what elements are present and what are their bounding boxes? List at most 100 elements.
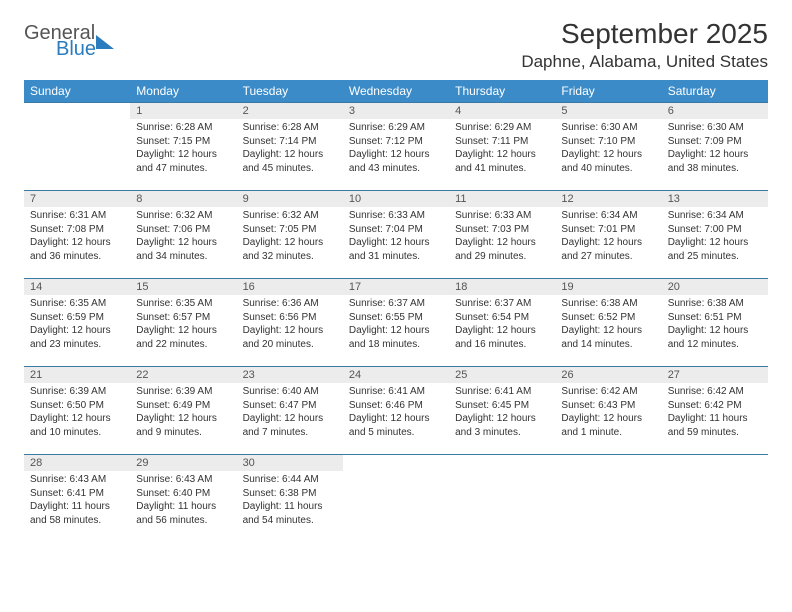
calendar-row: 21Sunrise: 6:39 AMSunset: 6:50 PMDayligh… (24, 367, 768, 455)
day-details: Sunrise: 6:39 AMSunset: 6:49 PMDaylight:… (130, 383, 236, 443)
brand-triangle-icon (96, 35, 114, 49)
calendar-cell: 30Sunrise: 6:44 AMSunset: 6:38 PMDayligh… (237, 455, 343, 543)
day-number: 15 (130, 279, 236, 295)
day-number: 7 (24, 191, 130, 207)
day-details: Sunrise: 6:34 AMSunset: 7:01 PMDaylight:… (555, 207, 661, 267)
calendar-row: 28Sunrise: 6:43 AMSunset: 6:41 PMDayligh… (24, 455, 768, 543)
day-details: Sunrise: 6:29 AMSunset: 7:12 PMDaylight:… (343, 119, 449, 179)
weekday-header: Sunday (24, 80, 130, 103)
day-details: Sunrise: 6:43 AMSunset: 6:41 PMDaylight:… (24, 471, 130, 531)
calendar-cell: 15Sunrise: 6:35 AMSunset: 6:57 PMDayligh… (130, 279, 236, 367)
header: General Blue September 2025 Daphne, Alab… (24, 18, 768, 72)
weekday-header: Thursday (449, 80, 555, 103)
day-number: 9 (237, 191, 343, 207)
day-details: Sunrise: 6:32 AMSunset: 7:05 PMDaylight:… (237, 207, 343, 267)
day-number: 18 (449, 279, 555, 295)
day-details: Sunrise: 6:30 AMSunset: 7:09 PMDaylight:… (662, 119, 768, 179)
calendar-cell: 8Sunrise: 6:32 AMSunset: 7:06 PMDaylight… (130, 191, 236, 279)
day-details: Sunrise: 6:38 AMSunset: 6:52 PMDaylight:… (555, 295, 661, 355)
calendar-cell: 28Sunrise: 6:43 AMSunset: 6:41 PMDayligh… (24, 455, 130, 543)
calendar-cell: 24Sunrise: 6:41 AMSunset: 6:46 PMDayligh… (343, 367, 449, 455)
day-number: 22 (130, 367, 236, 383)
calendar-cell: 18Sunrise: 6:37 AMSunset: 6:54 PMDayligh… (449, 279, 555, 367)
calendar-row: 7Sunrise: 6:31 AMSunset: 7:08 PMDaylight… (24, 191, 768, 279)
calendar-cell: 29Sunrise: 6:43 AMSunset: 6:40 PMDayligh… (130, 455, 236, 543)
day-number: 12 (555, 191, 661, 207)
brand-logo: General Blue (24, 18, 114, 58)
calendar-cell: 25Sunrise: 6:41 AMSunset: 6:45 PMDayligh… (449, 367, 555, 455)
calendar-table: SundayMondayTuesdayWednesdayThursdayFrid… (24, 80, 768, 543)
day-details: Sunrise: 6:35 AMSunset: 6:59 PMDaylight:… (24, 295, 130, 355)
day-number: 2 (237, 103, 343, 119)
day-number: 13 (662, 191, 768, 207)
calendar-cell: 21Sunrise: 6:39 AMSunset: 6:50 PMDayligh… (24, 367, 130, 455)
day-details: Sunrise: 6:38 AMSunset: 6:51 PMDaylight:… (662, 295, 768, 355)
day-details: Sunrise: 6:28 AMSunset: 7:15 PMDaylight:… (130, 119, 236, 179)
weekday-header: Wednesday (343, 80, 449, 103)
day-number: 4 (449, 103, 555, 119)
day-number: 5 (555, 103, 661, 119)
calendar-cell (555, 455, 661, 543)
day-details: Sunrise: 6:39 AMSunset: 6:50 PMDaylight:… (24, 383, 130, 443)
calendar-cell: 26Sunrise: 6:42 AMSunset: 6:43 PMDayligh… (555, 367, 661, 455)
calendar-cell: 22Sunrise: 6:39 AMSunset: 6:49 PMDayligh… (130, 367, 236, 455)
calendar-cell: 23Sunrise: 6:40 AMSunset: 6:47 PMDayligh… (237, 367, 343, 455)
brand-line2: Blue (56, 40, 96, 58)
day-number: 29 (130, 455, 236, 471)
day-number: 8 (130, 191, 236, 207)
day-details: Sunrise: 6:42 AMSunset: 6:42 PMDaylight:… (662, 383, 768, 443)
weekday-header: Tuesday (237, 80, 343, 103)
day-number: 21 (24, 367, 130, 383)
day-number: 6 (662, 103, 768, 119)
calendar-cell: 11Sunrise: 6:33 AMSunset: 7:03 PMDayligh… (449, 191, 555, 279)
location-subtitle: Daphne, Alabama, United States (521, 52, 768, 72)
day-details: Sunrise: 6:42 AMSunset: 6:43 PMDaylight:… (555, 383, 661, 443)
calendar-cell (449, 455, 555, 543)
calendar-row: 1Sunrise: 6:28 AMSunset: 7:15 PMDaylight… (24, 103, 768, 191)
calendar-cell (24, 103, 130, 191)
day-details: Sunrise: 6:28 AMSunset: 7:14 PMDaylight:… (237, 119, 343, 179)
calendar-cell: 2Sunrise: 6:28 AMSunset: 7:14 PMDaylight… (237, 103, 343, 191)
weekday-header: Friday (555, 80, 661, 103)
day-number: 19 (555, 279, 661, 295)
day-number: 1 (130, 103, 236, 119)
calendar-cell: 6Sunrise: 6:30 AMSunset: 7:09 PMDaylight… (662, 103, 768, 191)
day-details: Sunrise: 6:31 AMSunset: 7:08 PMDaylight:… (24, 207, 130, 267)
day-number: 17 (343, 279, 449, 295)
day-number: 27 (662, 367, 768, 383)
day-details: Sunrise: 6:43 AMSunset: 6:40 PMDaylight:… (130, 471, 236, 531)
day-details: Sunrise: 6:36 AMSunset: 6:56 PMDaylight:… (237, 295, 343, 355)
calendar-cell: 20Sunrise: 6:38 AMSunset: 6:51 PMDayligh… (662, 279, 768, 367)
calendar-cell: 16Sunrise: 6:36 AMSunset: 6:56 PMDayligh… (237, 279, 343, 367)
day-details: Sunrise: 6:35 AMSunset: 6:57 PMDaylight:… (130, 295, 236, 355)
day-details: Sunrise: 6:37 AMSunset: 6:55 PMDaylight:… (343, 295, 449, 355)
calendar-cell: 3Sunrise: 6:29 AMSunset: 7:12 PMDaylight… (343, 103, 449, 191)
day-number: 10 (343, 191, 449, 207)
day-details: Sunrise: 6:30 AMSunset: 7:10 PMDaylight:… (555, 119, 661, 179)
day-details: Sunrise: 6:44 AMSunset: 6:38 PMDaylight:… (237, 471, 343, 531)
day-details: Sunrise: 6:29 AMSunset: 7:11 PMDaylight:… (449, 119, 555, 179)
calendar-cell: 19Sunrise: 6:38 AMSunset: 6:52 PMDayligh… (555, 279, 661, 367)
calendar-cell: 13Sunrise: 6:34 AMSunset: 7:00 PMDayligh… (662, 191, 768, 279)
calendar-cell (662, 455, 768, 543)
calendar-cell (343, 455, 449, 543)
weekday-header: Monday (130, 80, 236, 103)
day-number: 16 (237, 279, 343, 295)
day-details: Sunrise: 6:33 AMSunset: 7:03 PMDaylight:… (449, 207, 555, 267)
day-details: Sunrise: 6:34 AMSunset: 7:00 PMDaylight:… (662, 207, 768, 267)
calendar-cell: 1Sunrise: 6:28 AMSunset: 7:15 PMDaylight… (130, 103, 236, 191)
calendar-cell: 17Sunrise: 6:37 AMSunset: 6:55 PMDayligh… (343, 279, 449, 367)
day-number: 28 (24, 455, 130, 471)
calendar-cell: 4Sunrise: 6:29 AMSunset: 7:11 PMDaylight… (449, 103, 555, 191)
day-number: 3 (343, 103, 449, 119)
day-details: Sunrise: 6:33 AMSunset: 7:04 PMDaylight:… (343, 207, 449, 267)
weekday-header: Saturday (662, 80, 768, 103)
day-details: Sunrise: 6:40 AMSunset: 6:47 PMDaylight:… (237, 383, 343, 443)
calendar-cell: 12Sunrise: 6:34 AMSunset: 7:01 PMDayligh… (555, 191, 661, 279)
day-details: Sunrise: 6:41 AMSunset: 6:46 PMDaylight:… (343, 383, 449, 443)
day-number: 26 (555, 367, 661, 383)
calendar-cell: 10Sunrise: 6:33 AMSunset: 7:04 PMDayligh… (343, 191, 449, 279)
day-number: 30 (237, 455, 343, 471)
day-details: Sunrise: 6:41 AMSunset: 6:45 PMDaylight:… (449, 383, 555, 443)
calendar-cell: 7Sunrise: 6:31 AMSunset: 7:08 PMDaylight… (24, 191, 130, 279)
